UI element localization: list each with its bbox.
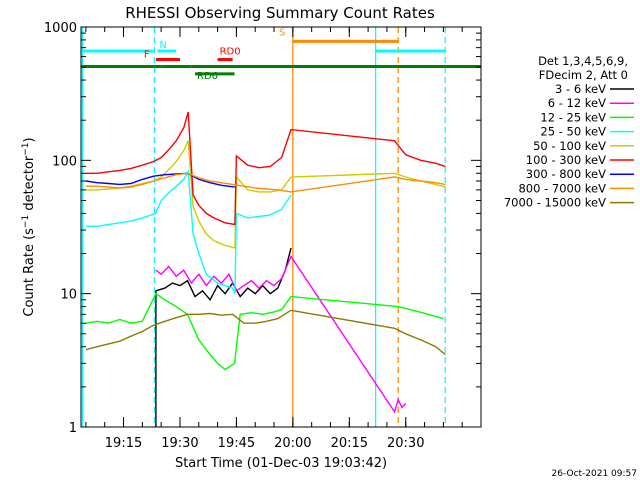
y-axis-label: Count Rate (s−1 detector−1)	[21, 137, 37, 316]
x-tick-label-0: 19:15	[105, 436, 142, 451]
plot-frame	[80, 26, 482, 428]
y-tick-label-1: 10	[60, 288, 77, 303]
plot-area: N S F RD0 RD6	[81, 27, 481, 427]
series-line-0	[155, 247, 292, 427]
legend-label-3: 25 - 50 keV	[540, 125, 606, 139]
series-line-3	[85, 169, 292, 294]
series-line-1	[155, 255, 407, 414]
legend-label-2: 12 - 25 keV	[540, 110, 606, 124]
x-tick-label-1: 19:30	[161, 436, 198, 451]
x-tick-label-4: 20:15	[331, 436, 368, 451]
series-line-8	[85, 309, 446, 356]
x-tick-label-3: 20:00	[274, 436, 311, 451]
flag-label-f: F	[144, 50, 150, 61]
legend-header-0: Det 1,3,4,5,6,9,	[538, 54, 628, 68]
series-line-4	[85, 140, 446, 249]
legend-label-6: 300 - 800 keV	[526, 167, 606, 181]
legend-label-1: 6 - 12 keV	[548, 96, 606, 110]
series-line-7	[85, 172, 446, 193]
legend: Det 1,3,4,5,6,9,FDecim 2, Att 03 - 6 keV…	[504, 54, 634, 210]
legend-label-5: 100 - 300 keV	[526, 153, 606, 167]
footer-timestamp: 26-Oct-2021 09:57	[552, 469, 637, 479]
legend-label-8: 7000 - 15000 keV	[504, 196, 606, 210]
flag-label-rd0: RD0	[220, 47, 241, 58]
series-line-2	[85, 292, 444, 371]
y-tick-label-3: 1000	[44, 21, 77, 36]
legend-header-1: FDecim 2, Att 0	[539, 68, 628, 82]
axes: 1 10 100 1000 19:15 19:30 19:45 20:00 20:15 20:30	[44, 21, 482, 451]
legend-label-4: 50 - 100 keV	[533, 139, 606, 153]
legend-label-7: 800 - 7000 keV	[518, 181, 606, 195]
y-tick-label-0: 1	[69, 421, 77, 436]
x-tick-label-5: 20:30	[387, 436, 424, 451]
x-axis-label: Start Time (01-Dec-03 19:03:42)	[175, 456, 387, 471]
legend-label-0: 3 - 6 keV	[555, 82, 606, 96]
series-line-6	[85, 172, 235, 188]
x-tick-label-2: 19:45	[218, 436, 255, 451]
chart-title: RHESSI Observing Summary Count Rates	[125, 4, 435, 22]
flag-label-rd6: RD6	[197, 71, 218, 82]
y-tick-label-2: 100	[52, 154, 77, 169]
series-line-5	[85, 111, 446, 226]
flag-label-n: N	[159, 40, 166, 51]
flag-label-s: S	[279, 27, 285, 38]
